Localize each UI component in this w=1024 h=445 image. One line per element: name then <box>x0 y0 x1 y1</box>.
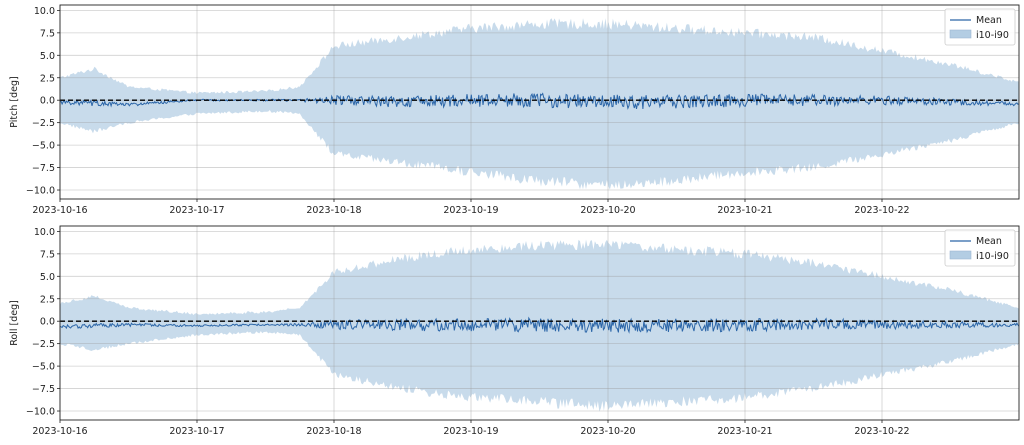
x-tick-label: 2023-10-22 <box>854 205 909 216</box>
y-axis-label: Roll [deg] <box>9 300 20 346</box>
y-tick-label: 2.5 <box>40 73 55 84</box>
x-tick-label: 2023-10-21 <box>717 426 772 437</box>
y-tick-label: 5.0 <box>40 51 55 62</box>
x-tick-label: 2023-10-16 <box>32 426 87 437</box>
y-tick-label: 0.0 <box>40 96 55 107</box>
y-tick-label: 7.5 <box>40 249 55 260</box>
x-tick-label: 2023-10-19 <box>443 426 498 437</box>
legend-swatch-band <box>949 29 972 39</box>
y-tick-label: −2.5 <box>32 118 55 129</box>
y-tick-label: 0.0 <box>40 317 55 328</box>
x-tick-label: 2023-10-19 <box>443 205 498 216</box>
y-tick-label: 10.0 <box>34 6 55 17</box>
y-tick-label: 7.5 <box>40 28 55 39</box>
y-tick-label: 10.0 <box>34 227 55 238</box>
mean-line <box>60 92 1019 110</box>
legend-label-band: i10-i90 <box>976 251 1009 262</box>
y-tick-label: −5.0 <box>32 141 55 152</box>
legend: Mean i10-i90 <box>944 229 1016 267</box>
mean-line <box>60 316 1019 334</box>
x-tick-label: 2023-10-16 <box>32 205 87 216</box>
x-tick-label: 2023-10-22 <box>854 426 909 437</box>
legend-label-mean: Mean <box>976 236 1002 247</box>
chart-panel-2: 10.0 7.5 5.0 2.5 0.0 −2.5 −5.0 −7.5 −10.0 2023-10… <box>9 225 1020 437</box>
legend-label-mean: Mean <box>976 15 1002 26</box>
axes-frame <box>59 4 1020 200</box>
y-tick-label: 2.5 <box>40 294 55 305</box>
x-tick-label: 2023-10-20 <box>580 426 635 437</box>
x-tick-label: 2023-10-17 <box>169 205 224 216</box>
y-tick-label: −10.0 <box>26 186 55 197</box>
axes-frame <box>59 225 1020 421</box>
y-tick-label: −5.0 <box>32 362 55 373</box>
y-tick-label: −2.5 <box>32 339 55 350</box>
legend-swatch-band <box>949 250 972 260</box>
x-tick-label: 2023-10-17 <box>169 426 224 437</box>
y-axis-label: Pitch [deg] <box>9 76 20 127</box>
y-tick-label: 5.0 <box>40 272 55 283</box>
x-tick-label: 2023-10-21 <box>717 205 772 216</box>
y-tick-label: −10.0 <box>26 407 55 418</box>
legend-label-band: i10-i90 <box>976 30 1009 41</box>
y-tick-label: −7.5 <box>32 384 55 395</box>
legend: Mean i10-i90 <box>944 8 1016 46</box>
x-tick-label: 2023-10-20 <box>580 205 635 216</box>
x-tick-label: 2023-10-18 <box>306 426 361 437</box>
x-tick-label: 2023-10-18 <box>306 205 361 216</box>
chart-panel-1: 10.0 7.5 5.0 2.5 0.0 −2.5 −5.0 −7.5 −10.0 2023-10… <box>9 4 1020 216</box>
y-tick-label: −7.5 <box>32 163 55 174</box>
